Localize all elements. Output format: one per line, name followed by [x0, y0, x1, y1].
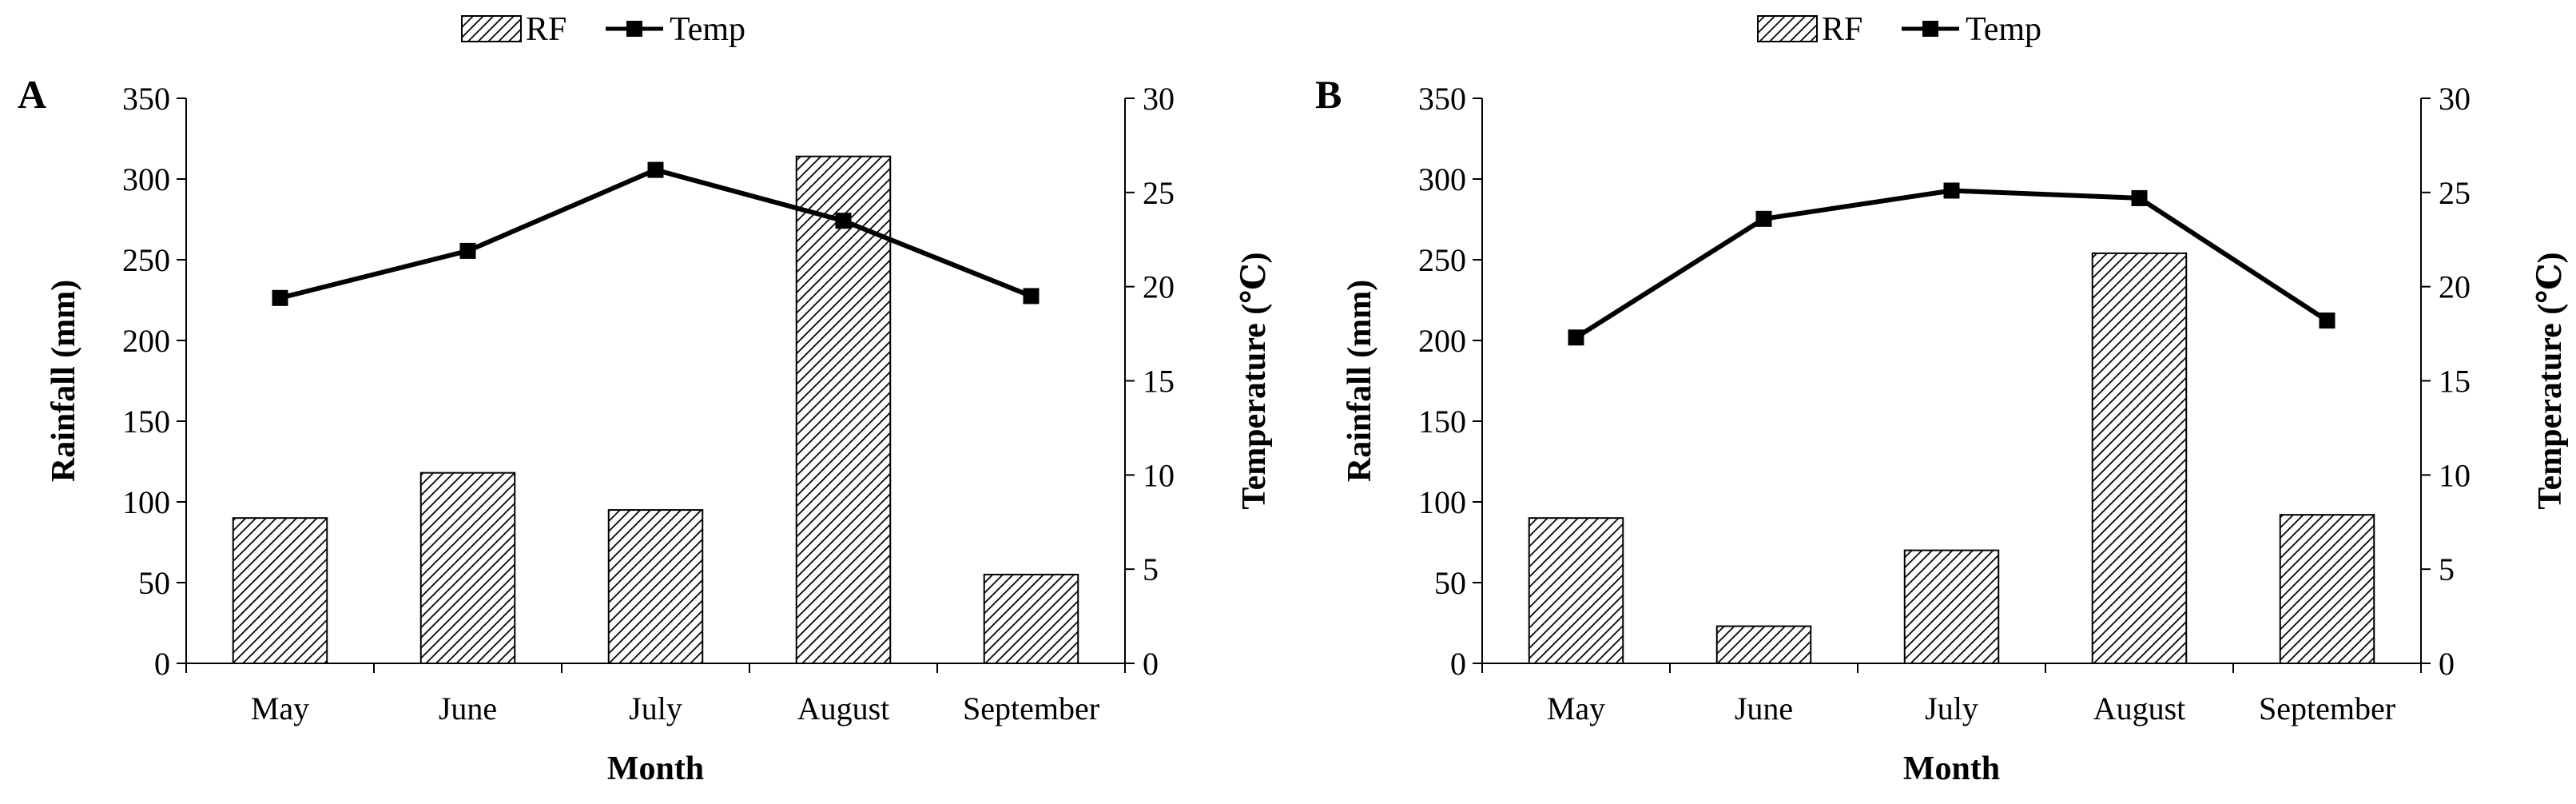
- x-tick-label: July: [629, 691, 682, 726]
- left-y-tick-label: 350: [1418, 81, 1466, 117]
- left-y-tick-label: 350: [122, 81, 170, 117]
- x-axis-title: Month: [607, 750, 704, 787]
- legend-temp-marker: [1922, 21, 1938, 37]
- left-y-tick-label: 150: [122, 404, 170, 440]
- rainfall-bar-september: [2279, 514, 2375, 664]
- legend-rf-label: RF: [526, 11, 566, 48]
- right-y-tick-label: 5: [2439, 551, 2455, 587]
- x-axis-title: Month: [1903, 750, 2000, 787]
- temperature-line: [279, 167, 1032, 301]
- right-y-tick-label: 10: [2439, 457, 2471, 493]
- x-tick-label: September: [963, 691, 1099, 726]
- legend-temp-marker: [626, 21, 642, 37]
- temperature-point-august: [2131, 189, 2148, 206]
- rainfall-bar-august: [2091, 252, 2188, 665]
- panel-label: A: [18, 72, 46, 117]
- legend-rf-label: RF: [1822, 11, 1862, 48]
- left-y-tick-label: 0: [154, 646, 170, 682]
- left-y-tick-label: 200: [122, 323, 170, 359]
- temperature-point-july: [647, 161, 664, 178]
- right-y-tick-label: 15: [2439, 364, 2471, 400]
- rainfall-bar-june: [1715, 625, 1812, 664]
- temperature-point-august: [835, 213, 852, 229]
- rainfall-bar-may: [232, 517, 328, 665]
- right-y-tick-label: 25: [2439, 175, 2471, 211]
- right-y-axis-title: Temperature (℃): [1236, 252, 1273, 509]
- temperature-point-july: [1943, 182, 1960, 199]
- x-tick-label: August: [797, 691, 890, 726]
- right-y-tick-label: 15: [1143, 364, 1175, 400]
- x-tick-label: July: [1925, 691, 1978, 726]
- left-y-tick-label: 250: [1418, 242, 1466, 278]
- left-y-tick-label: 200: [1418, 323, 1466, 359]
- rainfall-bar-may: [1528, 517, 1624, 665]
- legend-temp-label: Temp: [1966, 11, 2041, 48]
- x-tick-label: June: [1735, 691, 1793, 726]
- temperature-line: [1574, 188, 2329, 340]
- right-y-tick-label: 20: [1143, 269, 1175, 305]
- x-tick-label: August: [2093, 691, 2186, 726]
- left-y-tick-label: 300: [122, 161, 170, 197]
- right-y-tick-label: 0: [1143, 646, 1159, 682]
- left-y-tick-label: 0: [1450, 646, 1466, 682]
- left-y-tick-label: 50: [1434, 565, 1466, 601]
- temperature-point-september: [2319, 312, 2335, 329]
- x-tick-label: May: [251, 691, 309, 726]
- right-y-tick-label: 30: [1143, 81, 1175, 117]
- temperature-point-may: [272, 289, 288, 306]
- rainfall-bar-july: [1903, 549, 2000, 664]
- temperature-point-june: [459, 242, 476, 259]
- x-tick-label: June: [439, 691, 497, 726]
- panel-label: B: [1315, 72, 1342, 117]
- temperature-point-september: [1023, 288, 1040, 304]
- legend-rf-swatch: [1757, 15, 1818, 42]
- right-y-axis-title: Temperature (℃): [2532, 252, 2569, 509]
- rainfall-bar-july: [607, 509, 704, 664]
- x-tick-label: May: [1547, 691, 1605, 726]
- legend-temp-label: Temp: [670, 11, 745, 48]
- left-y-tick-label: 100: [1418, 484, 1466, 520]
- right-y-tick-label: 10: [1143, 457, 1175, 493]
- left-y-axis-title: Rainfall (mm): [46, 280, 82, 482]
- legend-rf-swatch: [461, 15, 522, 42]
- left-y-tick-label: 250: [122, 242, 170, 278]
- right-y-tick-label: 5: [1143, 551, 1159, 587]
- right-y-tick-label: 20: [2439, 269, 2471, 305]
- left-y-tick-label: 300: [1418, 161, 1466, 197]
- x-tick-label: September: [2259, 691, 2395, 726]
- right-y-tick-label: 30: [2439, 81, 2471, 117]
- rainfall-bar-august: [795, 155, 892, 665]
- left-y-axis-title: Rainfall (mm): [1342, 280, 1378, 482]
- rainfall-bar-september: [983, 573, 1079, 665]
- left-y-tick-label: 50: [138, 565, 170, 601]
- rainfall-bar-june: [419, 472, 516, 665]
- temperature-point-june: [1755, 210, 1772, 227]
- temperature-point-may: [1568, 329, 1584, 346]
- right-y-tick-label: 25: [1143, 175, 1175, 211]
- left-y-tick-label: 150: [1418, 404, 1466, 440]
- right-y-tick-label: 0: [2439, 646, 2455, 682]
- left-y-tick-label: 100: [122, 484, 170, 520]
